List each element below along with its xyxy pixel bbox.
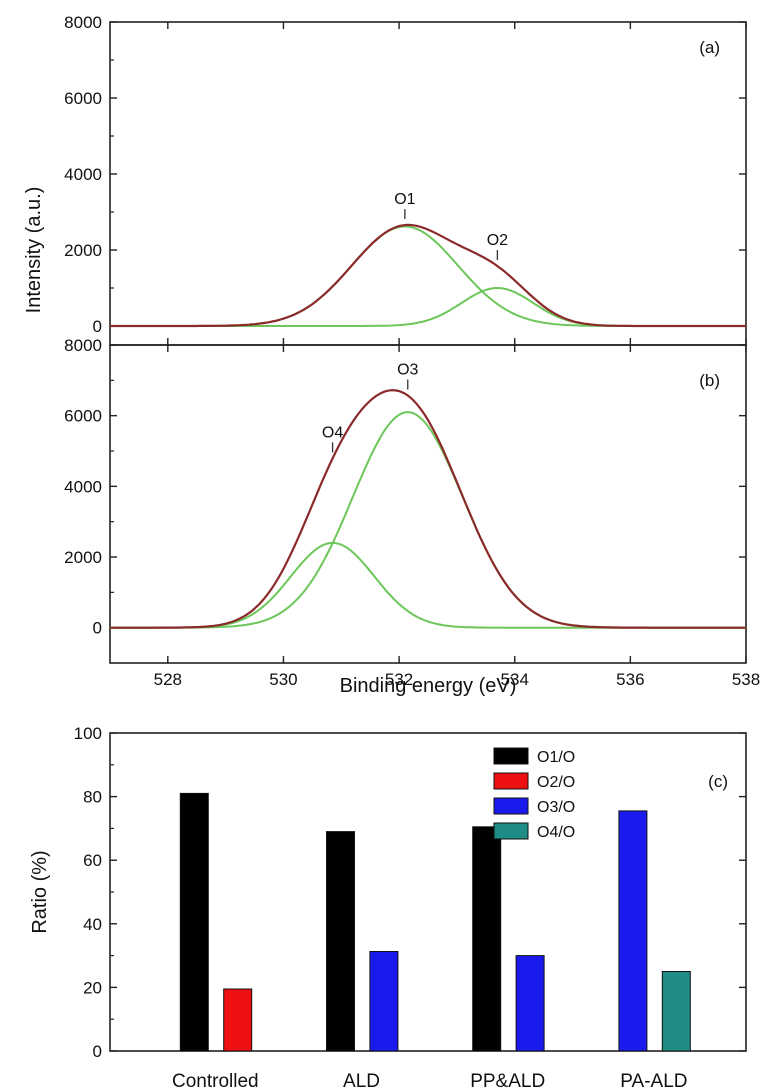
category-label: PA-ALD	[620, 1071, 687, 1092]
component-peak-o4	[110, 541, 746, 629]
y-tick-label: 0	[93, 317, 102, 336]
legend-label: O4/O	[537, 824, 575, 841]
bar-o3-o-3	[618, 810, 648, 1052]
peak-label-o1: O1	[394, 191, 415, 208]
legend-swatch	[493, 747, 529, 765]
legend-swatch	[493, 797, 529, 815]
legend-label: O1/O	[537, 749, 575, 766]
ratio-axis-title: Ratio (%)	[29, 850, 51, 933]
y-tick-label: 0	[93, 619, 102, 638]
y-tick-label: 0	[93, 1042, 102, 1061]
panel-a-frame	[109, 21, 747, 346]
panel-c-bars	[179, 792, 691, 1052]
panel-b-y-axis: 0 2000 4000 6000 8000	[64, 336, 746, 638]
envelope-curve	[110, 389, 746, 629]
panel-b-peak-labels: O3 O4	[322, 362, 419, 453]
component-peak-o3	[110, 411, 746, 629]
legend-swatch	[493, 822, 529, 840]
panel-a-y-axis: 0 2000 4000 6000 8000	[64, 13, 746, 336]
y-tick-label: 6000	[64, 89, 102, 108]
legend-label: O3/O	[537, 799, 575, 816]
y-tick-label: 20	[83, 978, 102, 997]
y-tick-label: 6000	[64, 407, 102, 426]
y-tick-label: 60	[83, 851, 102, 870]
category-label: PP&ALD	[470, 1071, 545, 1092]
category-label: Controlled	[172, 1071, 259, 1092]
binding-energy-axis-title: Binding energy (eV)	[340, 675, 517, 697]
y-tick-label: 8000	[64, 336, 102, 355]
panel-c-legend: O1/O O2/O O3/O O4/O	[493, 747, 575, 841]
x-tick-label: 528	[154, 670, 182, 689]
bar-o1-o-2	[472, 826, 502, 1052]
panel-c-label: (c)	[708, 772, 728, 791]
y-tick-label: 4000	[64, 477, 102, 496]
legend-label: O2/O	[537, 774, 575, 791]
bar-o1-o-0	[179, 792, 209, 1052]
panel-b-label: (b)	[699, 371, 720, 390]
y-tick-label: 80	[83, 788, 102, 807]
y-tick-label: 40	[83, 915, 102, 934]
bar-o2-o-0	[223, 988, 253, 1052]
peak-label-o2: O2	[487, 232, 508, 249]
panel-c-y-axis: 0 20 40 60 80 100	[74, 724, 746, 1061]
bar-o3-o-2	[515, 955, 545, 1052]
panel-a-plot-area	[110, 223, 746, 328]
component-peak-o1	[110, 225, 746, 327]
panel-c-category-labels: Controlled ALD PP&ALD PA-ALD	[172, 1071, 688, 1092]
y-tick-label: 2000	[64, 548, 102, 567]
y-tick-label: 4000	[64, 165, 102, 184]
bar-o4-o-3	[661, 971, 691, 1052]
peak-label-o4: O4	[322, 424, 343, 441]
x-tick-label: 538	[732, 670, 760, 689]
panel-a-x-axis	[167, 22, 747, 345]
x-tick-label: 534	[501, 670, 529, 689]
panel-c: 0 20 40 60 80 100 Controlled ALD PP&ALD PA-ALD O…	[29, 724, 747, 1092]
intensity-axis-title: Intensity (a.u.)	[23, 187, 45, 314]
y-tick-label: 100	[74, 724, 102, 743]
component-peak-o2	[110, 286, 746, 327]
peak-label-o3: O3	[397, 362, 418, 379]
panel-b-frame	[109, 344, 747, 664]
bar-o1-o-1	[326, 831, 355, 1052]
y-tick-label: 2000	[64, 241, 102, 260]
category-label: ALD	[343, 1071, 380, 1092]
panel-b-plot-area	[110, 389, 746, 629]
panel-a: 0 2000 4000 6000 8000 O1 O2 (a)	[64, 13, 747, 346]
envelope-curve	[110, 223, 746, 328]
x-tick-label: 536	[616, 670, 644, 689]
panel-a-peak-labels: O1 O2	[394, 191, 508, 261]
panel-b-x-axis: 528 530 532 534 536 538	[154, 345, 760, 689]
panel-a-label: (a)	[699, 38, 720, 57]
legend-swatch	[493, 772, 529, 790]
y-tick-label: 8000	[64, 13, 102, 32]
bar-o3-o-1	[369, 951, 399, 1052]
x-tick-label: 532	[385, 670, 413, 689]
x-tick-label: 530	[269, 670, 297, 689]
